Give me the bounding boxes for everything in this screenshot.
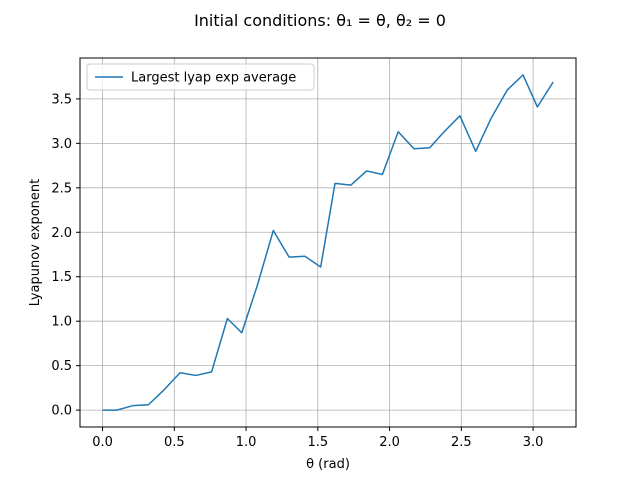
x-tick-label: 2.0 bbox=[379, 435, 400, 450]
x-tick-label: 0.0 bbox=[92, 435, 113, 450]
x-tick-label: 0.5 bbox=[164, 435, 185, 450]
y-tick-label: 2.0 bbox=[51, 226, 72, 241]
y-tick-label: 3.0 bbox=[51, 137, 72, 152]
x-axis-label: θ (rad) bbox=[306, 457, 350, 472]
legend-box bbox=[86, 63, 315, 91]
grid bbox=[80, 58, 576, 427]
ticks: 0.0 0.5 1.0 1.5 2.0 2.5 3.0 0.0 0.5 1.0 1.5 2.0 2.5 3… bbox=[51, 92, 543, 450]
series-layer bbox=[102, 74, 554, 411]
x-tick-label: 3.0 bbox=[523, 435, 544, 450]
y-tick-label: 1.0 bbox=[51, 315, 72, 330]
y-tick-label: 2.5 bbox=[51, 181, 72, 196]
x-tick-label: 1.0 bbox=[236, 435, 257, 450]
plot-frame bbox=[79, 57, 577, 428]
series-line bbox=[102, 74, 554, 411]
x-tick-label: 2.5 bbox=[451, 435, 472, 450]
legend: Largest lyap exp average bbox=[86, 63, 315, 91]
y-tick-label: 1.5 bbox=[51, 270, 72, 285]
y-axis-label: Lyapunov exponent bbox=[28, 179, 43, 306]
y-tick-label: 0.5 bbox=[51, 359, 72, 374]
chart-title: Initial conditions: θ₁ = θ, θ₂ = 0 bbox=[194, 11, 446, 30]
legend-entry-label: Largest lyap exp average bbox=[131, 71, 296, 86]
x-tick-label: 1.5 bbox=[307, 435, 328, 450]
y-tick-label: 0.0 bbox=[51, 404, 72, 419]
y-tick-label: 3.5 bbox=[51, 92, 72, 107]
